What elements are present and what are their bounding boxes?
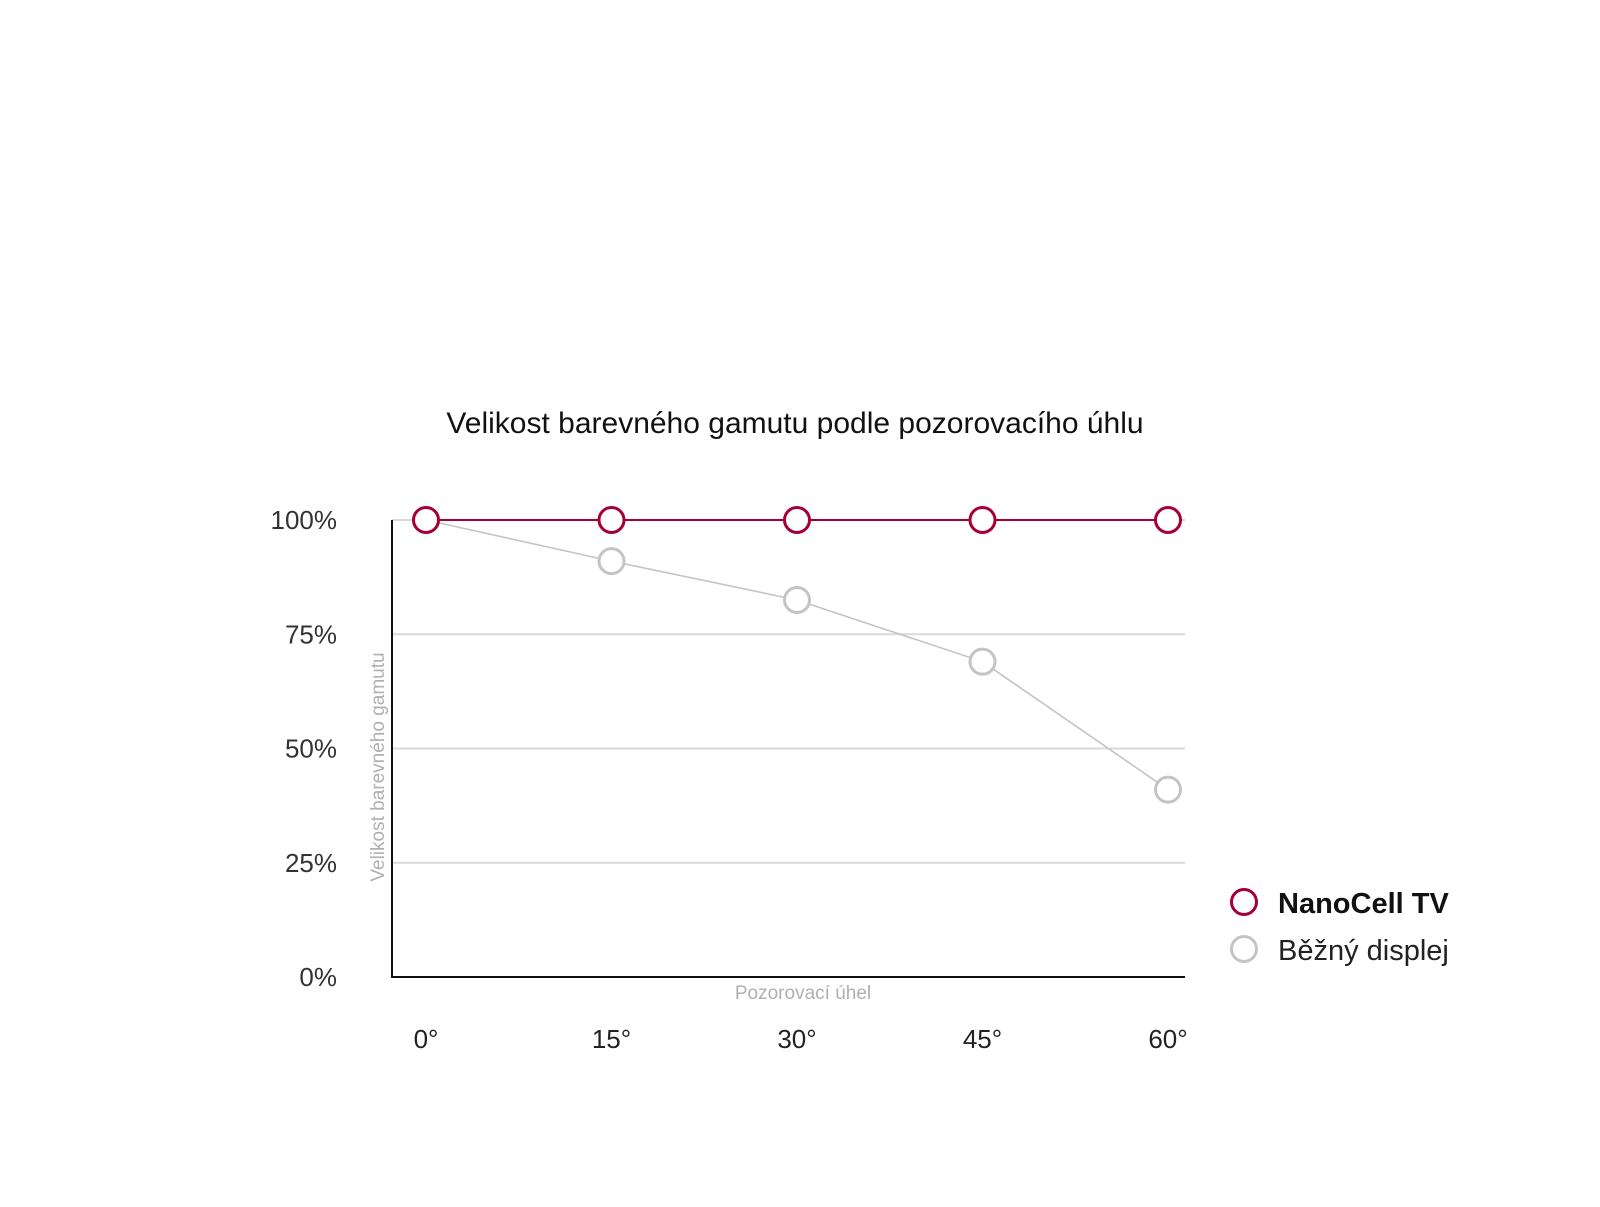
data-point xyxy=(597,547,626,576)
series-layer xyxy=(412,506,1182,804)
legend-label-common-display: Běžný displej xyxy=(1278,935,1449,967)
data-point xyxy=(968,506,997,534)
y-tick-label: 100% xyxy=(271,505,338,535)
legend-label-nanocell: NanoCell TV xyxy=(1278,888,1449,920)
x-tick-label: 60° xyxy=(1148,1024,1187,1054)
legend-marker-common-display xyxy=(1230,935,1258,963)
x-tick-label: 15° xyxy=(592,1024,631,1054)
data-point xyxy=(1154,506,1182,534)
data-point xyxy=(1154,775,1182,804)
x-tick-label: 0° xyxy=(414,1024,439,1054)
legend: NanoCell TV Běžný displej xyxy=(1230,888,1449,967)
y-tick-label: 25% xyxy=(285,848,337,878)
data-point xyxy=(597,506,626,534)
y-tick-label: 0% xyxy=(299,962,337,992)
y-tick-labels: 100% 75% 50% 25% 0% xyxy=(271,505,338,992)
data-point xyxy=(783,585,811,614)
series-nanocell-tv xyxy=(412,506,1182,534)
x-tick-labels: 0° 15° 30° 45° 60° xyxy=(414,1024,1188,1054)
grid-lines xyxy=(392,519,1185,864)
y-tick-label: 50% xyxy=(285,734,337,764)
y-axis-label: Velikost barevného gamutu xyxy=(368,652,389,881)
data-point xyxy=(412,506,440,534)
x-tick-label: 30° xyxy=(777,1024,816,1054)
axes xyxy=(391,520,1185,978)
x-tick-label: 45° xyxy=(963,1024,1002,1054)
chart-title: Velikost barevného gamutu podle pozorova… xyxy=(446,407,1143,440)
legend-marker-nanocell xyxy=(1230,888,1258,916)
series-common-display xyxy=(412,506,1182,804)
data-point xyxy=(968,647,997,676)
x-axis-label: Pozorovací úhel xyxy=(735,983,871,1004)
data-point xyxy=(783,506,811,534)
y-tick-label: 75% xyxy=(285,619,337,649)
